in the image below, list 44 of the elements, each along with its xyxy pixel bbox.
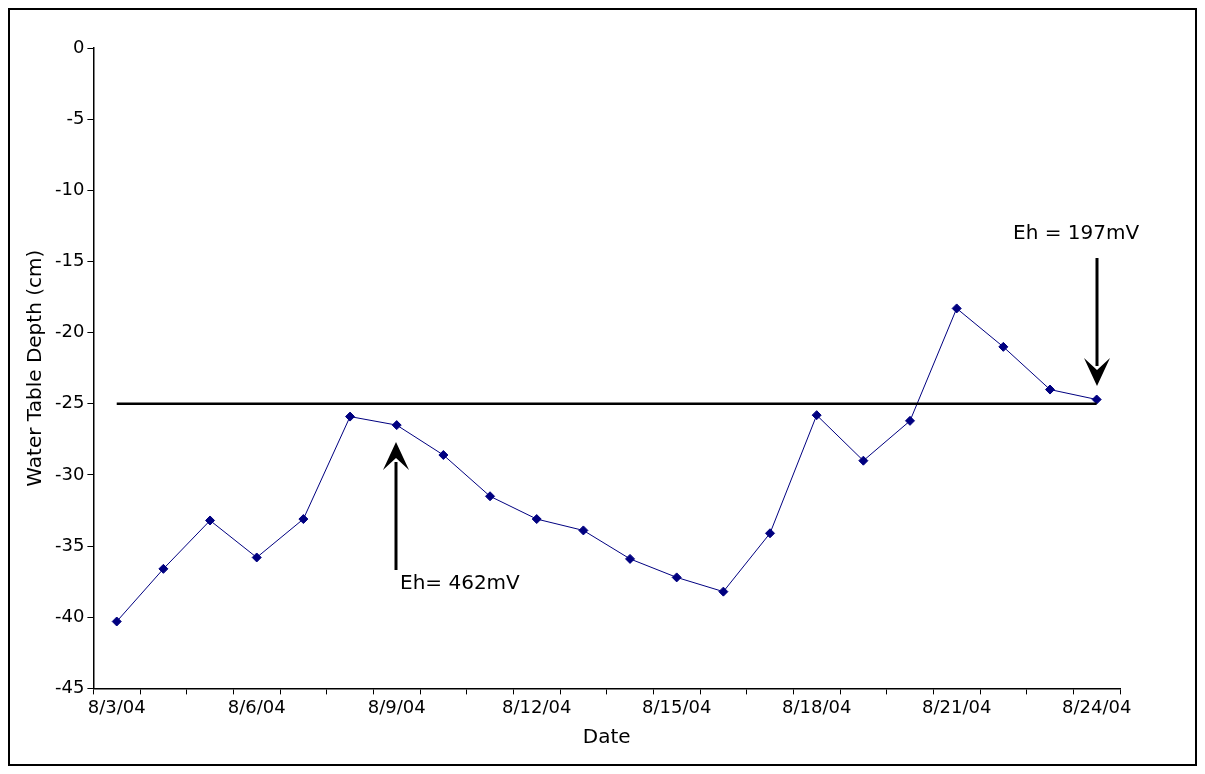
point <box>858 455 869 466</box>
point <box>671 572 682 583</box>
y-tick-label: -40 <box>54 604 85 626</box>
annotation: Eh= 462mV <box>400 570 520 594</box>
point <box>951 303 962 314</box>
x-tick-label: 8/3/04 <box>87 695 146 717</box>
point <box>811 410 822 421</box>
y-tick-label: -5 <box>66 106 85 128</box>
point <box>345 411 356 422</box>
point <box>998 341 1009 352</box>
point <box>485 491 496 502</box>
point <box>205 515 216 526</box>
x-tick-label: 8/18/04 <box>781 695 852 717</box>
x-tick-label: 8/21/04 <box>921 695 992 717</box>
point <box>765 528 776 539</box>
point <box>158 563 169 574</box>
point <box>251 552 262 563</box>
x-axis-title: Date <box>582 724 631 749</box>
x-tick-label: 8/15/04 <box>642 695 712 717</box>
y-tick-label: -25 <box>54 391 85 413</box>
point <box>531 514 542 525</box>
y-tick-label: -10 <box>54 177 85 199</box>
y-axis-title: Water Table Depth (cm) <box>22 249 47 487</box>
point <box>298 514 309 525</box>
y-tick-label: -20 <box>54 320 85 342</box>
point <box>578 525 589 536</box>
point <box>438 450 449 461</box>
y-tick-label: -30 <box>54 462 85 484</box>
annotation: Eh = 197mV <box>1013 220 1140 244</box>
point <box>1045 384 1056 395</box>
point <box>625 553 636 564</box>
point <box>1091 394 1102 405</box>
point <box>905 415 916 426</box>
x-tick-label: 8/24/04 <box>1061 695 1132 717</box>
y-tick-label: -45 <box>54 676 85 698</box>
x-tick-label: 8/9/04 <box>367 695 426 717</box>
point <box>718 586 729 597</box>
x-tick-label: 8/6/04 <box>227 695 286 717</box>
x-tick-label: 8/12/04 <box>502 695 572 717</box>
point <box>391 420 402 431</box>
y-tick-label: -15 <box>54 249 85 271</box>
y-tick-label: 0 <box>72 35 85 57</box>
y-tick-label: -35 <box>54 533 85 555</box>
point <box>111 616 122 627</box>
